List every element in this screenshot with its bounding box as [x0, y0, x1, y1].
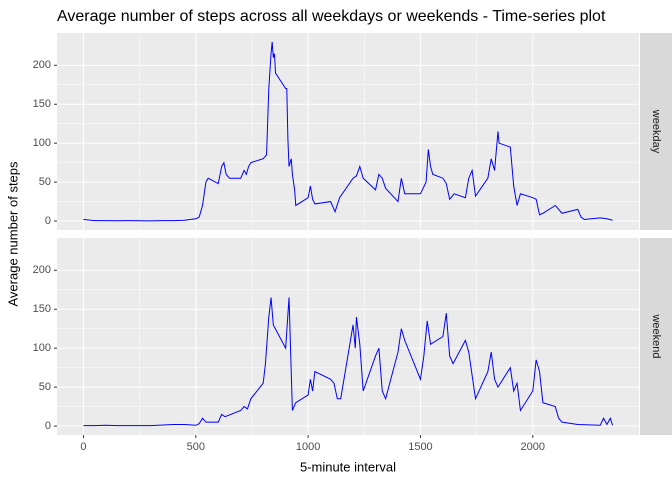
y-tick-label: 100	[33, 137, 51, 149]
x-tick-label: 0	[80, 441, 86, 453]
panel-background	[57, 238, 639, 435]
chart-title: Average number of steps across all weekd…	[57, 8, 606, 25]
panel-background	[57, 33, 639, 230]
line	[83, 41, 613, 222]
x-tick-label: 500	[187, 441, 205, 453]
line	[83, 297, 614, 427]
strip-label: weekday	[650, 109, 662, 154]
x-tick-label: 2000	[521, 441, 545, 453]
y-tick-label: 50	[39, 381, 51, 393]
x-axis-title: 5-minute interval	[300, 459, 396, 474]
y-tick-label: 150	[33, 98, 51, 110]
strip-label: weekend	[650, 313, 662, 358]
y-tick-label: 200	[33, 264, 51, 276]
y-tick-label: 0	[45, 215, 51, 227]
y-tick-label: 200	[33, 59, 51, 71]
strip	[640, 33, 672, 230]
y-tick-label: 0	[45, 420, 51, 432]
x-tick-label: 1500	[408, 441, 432, 453]
y-tick-label: 100	[33, 342, 51, 354]
y-tick-label: 150	[33, 303, 51, 315]
y-axis-title: Average number of steps	[5, 161, 20, 307]
strip	[640, 238, 672, 435]
y-tick-label: 50	[39, 176, 51, 188]
x-tick-label: 1000	[296, 441, 320, 453]
